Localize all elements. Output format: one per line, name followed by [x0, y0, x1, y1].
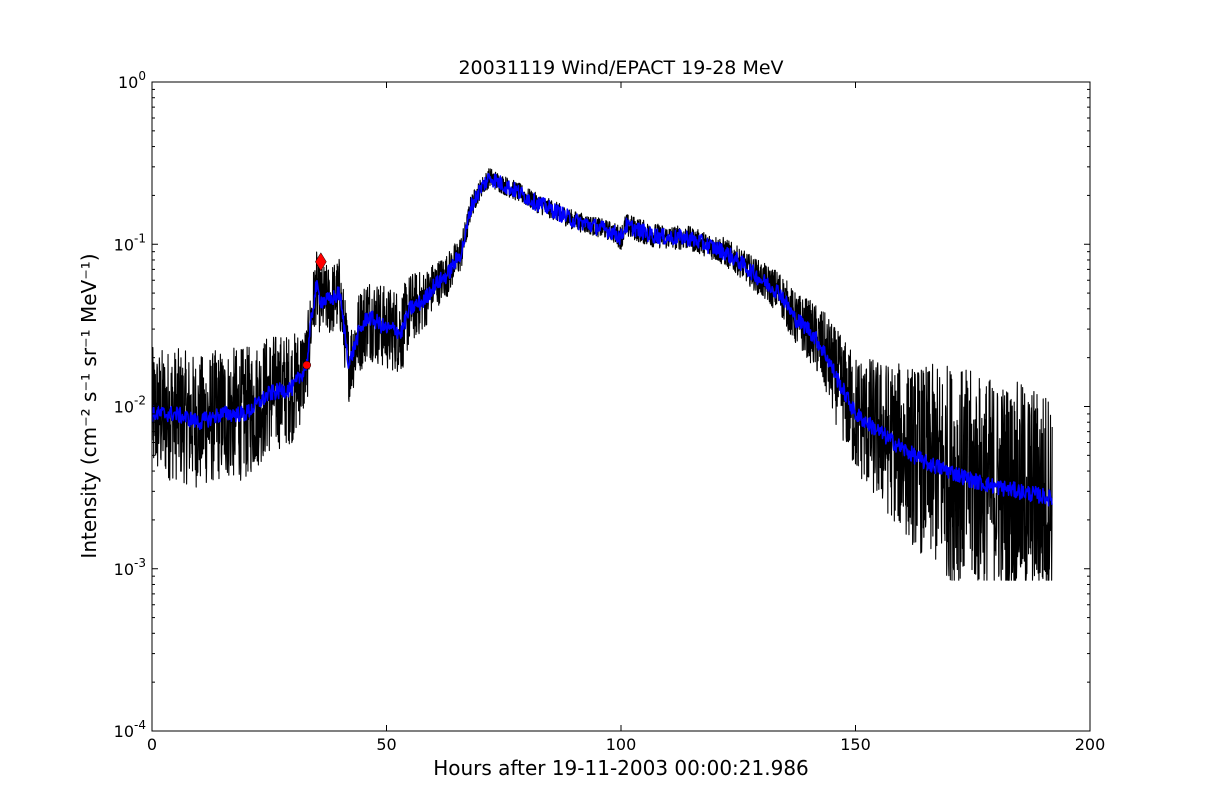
- tick-layer: 0 50 100 150 200 10-4 10-3 10-2 10-1 100: [114, 69, 1106, 754]
- y-tick-label: 100: [118, 69, 146, 92]
- plot-layer: [152, 168, 1053, 581]
- y-tick-label: 10-4: [114, 718, 146, 741]
- series-line-smoothed: [152, 173, 1053, 507]
- x-tick-label: 100: [606, 735, 637, 754]
- y-tick-label: 10-3: [114, 556, 146, 579]
- x-tick-label: 0: [147, 735, 157, 754]
- chart-title: 20031119 Wind/EPACT 19-28 MeV: [458, 57, 783, 79]
- x-tick-label: 200: [1075, 735, 1106, 754]
- marker-layer: [302, 252, 327, 370]
- marker-circle: [302, 360, 312, 370]
- x-tick-label: 150: [840, 735, 871, 754]
- x-tick-label: 50: [376, 735, 396, 754]
- marker-diamond: [315, 252, 327, 272]
- y-axis-title: Intensity (cm⁻² s⁻¹ sr⁻¹ MeV⁻¹): [77, 253, 101, 558]
- y-tick-label: 10-1: [114, 231, 146, 254]
- y-tick-label: 10-2: [114, 394, 146, 417]
- x-axis-title: Hours after 19-11-2003 00:00:21.986: [433, 756, 809, 780]
